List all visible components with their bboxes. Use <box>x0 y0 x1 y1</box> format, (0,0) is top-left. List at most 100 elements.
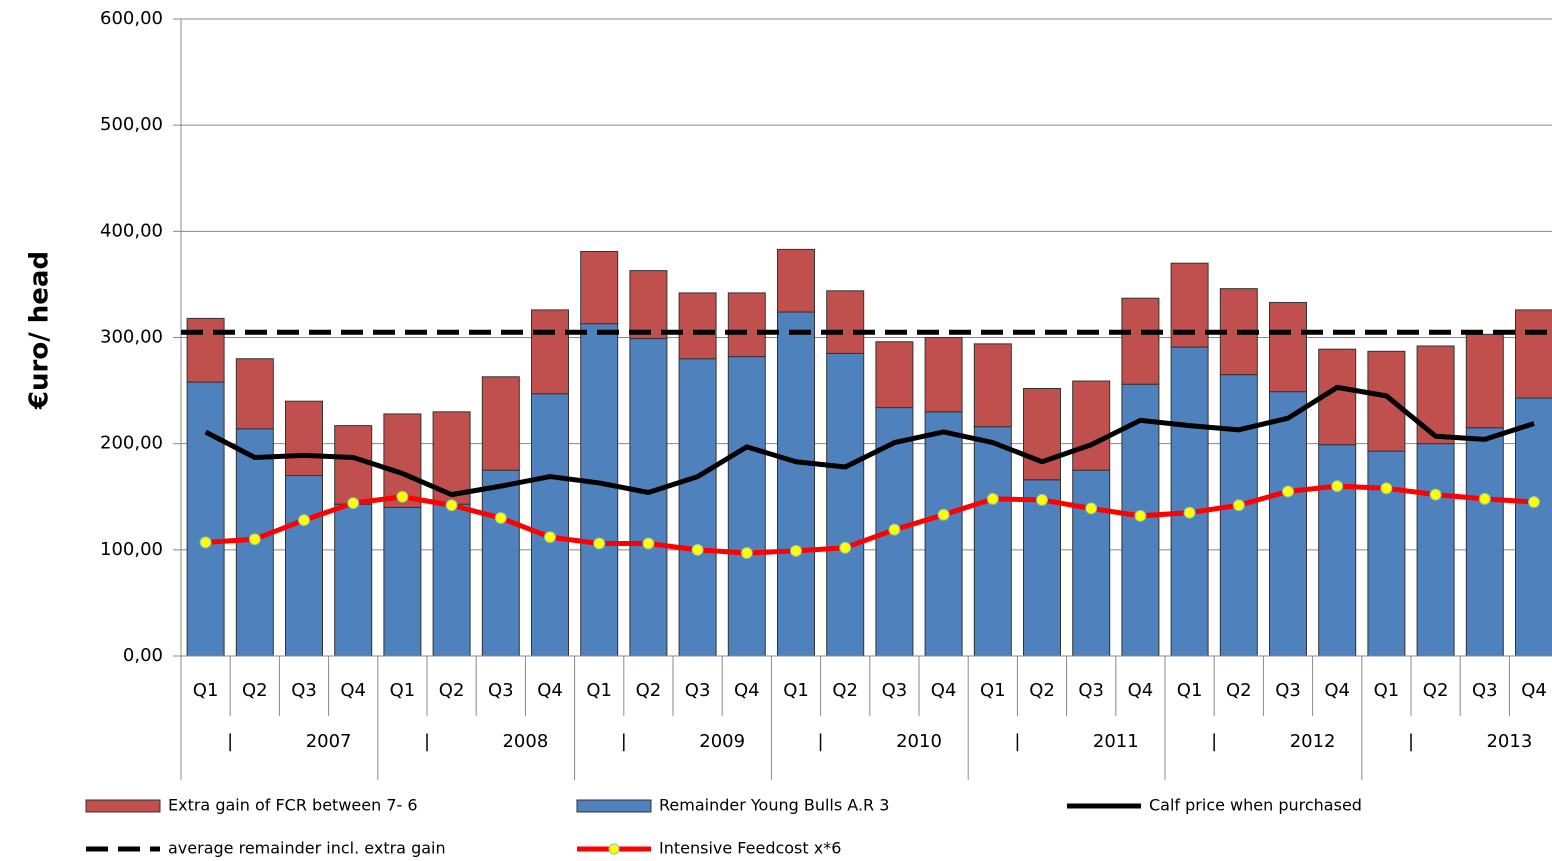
x-tick-label: Q4 <box>1521 680 1547 701</box>
bar <box>580 323 619 657</box>
x-tick-label: Q4 <box>1128 680 1154 701</box>
line-marker <box>888 523 901 536</box>
bar <box>924 411 963 657</box>
group-label: | <box>621 731 627 752</box>
bar <box>1318 444 1357 657</box>
y-tick-label: 200,00 <box>100 433 163 454</box>
bar <box>531 393 569 657</box>
x-tick-label: Q3 <box>685 680 711 701</box>
line-marker <box>1429 488 1442 501</box>
line-marker <box>839 541 852 554</box>
y-tick-label: 100,00 <box>100 539 163 560</box>
bar <box>285 475 323 657</box>
bar <box>1367 450 1406 657</box>
bar <box>1416 345 1455 445</box>
bar <box>1023 479 1061 657</box>
legend-marker <box>608 843 620 855</box>
bar <box>186 381 225 657</box>
bar <box>727 356 766 657</box>
line-marker <box>1232 499 1245 512</box>
legend-swatch <box>576 799 652 813</box>
bar <box>186 317 225 383</box>
bar <box>1515 309 1552 399</box>
bar <box>1219 374 1258 657</box>
line-marker <box>1380 482 1393 495</box>
legend-label: Intensive Feedcost x*6 <box>659 839 841 858</box>
group-label: 2007 <box>306 731 352 752</box>
group-label: | <box>1408 731 1414 752</box>
x-tick-label: Q3 <box>1275 680 1301 701</box>
bar <box>629 338 668 657</box>
bar <box>1515 397 1552 657</box>
bar <box>531 309 569 395</box>
x-tick-label: Q4 <box>931 680 957 701</box>
bar <box>826 290 865 354</box>
x-tick-label: Q1 <box>783 680 809 701</box>
y-tick-label: 300,00 <box>100 327 163 348</box>
bar <box>1023 387 1061 481</box>
bar <box>875 341 914 409</box>
bar <box>1121 297 1160 385</box>
bar <box>481 376 520 471</box>
y-tick-label: 0,00 <box>123 645 163 666</box>
x-tick-label: Q3 <box>882 680 908 701</box>
line-marker <box>1528 496 1540 509</box>
legend-swatch <box>85 799 161 813</box>
legend-label: Calf price when purchased <box>1149 796 1362 815</box>
bar <box>1170 346 1209 657</box>
group-label: 2009 <box>699 731 745 752</box>
line-marker <box>494 511 507 524</box>
bar <box>1367 350 1406 452</box>
x-tick-label: Q1 <box>586 680 612 701</box>
line-marker <box>1085 502 1098 515</box>
bar <box>1121 383 1160 657</box>
y-axis-title: €uro/ head <box>25 251 55 410</box>
line-marker <box>642 537 655 550</box>
line-marker <box>347 497 360 510</box>
legend-label: Remainder Young Bulls A.R 3 <box>659 796 889 815</box>
x-tick-label: Q3 <box>1472 680 1498 701</box>
line-marker <box>790 544 802 557</box>
bar <box>973 426 1012 657</box>
legend-label: average remainder incl. extra gain <box>168 839 446 858</box>
line-marker <box>199 536 212 549</box>
line-marker <box>986 492 999 505</box>
line-marker <box>691 543 704 556</box>
group-label: | <box>227 731 233 752</box>
x-tick-label: Q1 <box>390 680 416 701</box>
x-tick-label: Q3 <box>488 680 514 701</box>
group-label: | <box>1014 731 1020 752</box>
line-marker <box>1282 485 1294 498</box>
x-tick-label: Q4 <box>1324 680 1350 701</box>
line-series <box>204 384 1535 498</box>
y-tick-label: 400,00 <box>100 220 163 241</box>
bar <box>1269 391 1307 657</box>
bar <box>678 358 717 657</box>
legend: Extra gain of FCR between 7- 6 Remainder … <box>85 796 1362 858</box>
line-marker <box>1478 492 1491 505</box>
group-label: 2011 <box>1093 731 1139 752</box>
bar <box>1465 333 1504 429</box>
line-marker <box>248 533 261 546</box>
x-tick-label: Q3 <box>1078 680 1104 701</box>
bar <box>777 311 815 657</box>
x-tick-label: Q2 <box>636 680 662 701</box>
line-marker <box>1134 509 1147 522</box>
line-marker <box>593 537 606 550</box>
x-tick-label: Q1 <box>193 680 219 701</box>
bar <box>285 400 323 477</box>
line-marker <box>1183 506 1196 519</box>
bar <box>334 425 373 505</box>
bar <box>383 506 422 657</box>
x-tick-label: Q2 <box>242 680 268 701</box>
bar <box>629 270 668 340</box>
bar <box>924 337 963 413</box>
bar <box>973 343 1012 428</box>
bar <box>826 352 865 657</box>
x-tick-label: Q4 <box>340 680 366 701</box>
line-marker <box>445 499 458 512</box>
bar <box>1072 380 1111 471</box>
group-label: 2012 <box>1290 731 1336 752</box>
x-tick-label: Q1 <box>1177 680 1203 701</box>
